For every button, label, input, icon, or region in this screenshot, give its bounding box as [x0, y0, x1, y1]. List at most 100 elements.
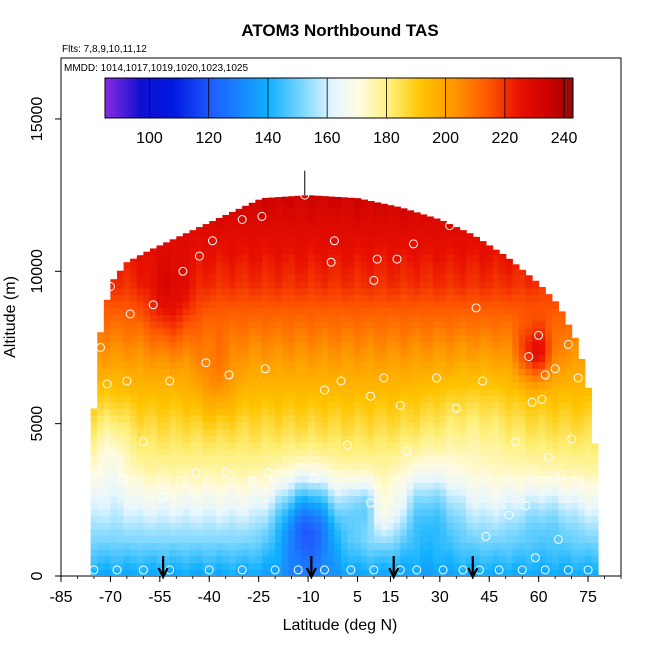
heat-cell [235, 341, 243, 349]
colorbar-segment [382, 78, 387, 118]
heat-cell [393, 314, 401, 322]
heat-cell [479, 462, 487, 470]
heat-cell [420, 287, 428, 296]
heat-cell [196, 455, 204, 463]
heat-cell [314, 240, 322, 249]
heat-cell [103, 562, 112, 570]
heat-cell [261, 197, 270, 202]
heat-cell [281, 314, 289, 322]
heat-cell [222, 381, 230, 389]
heat-cell [413, 281, 421, 289]
heat-cell [479, 495, 487, 503]
heat-cell [275, 441, 283, 450]
heat-cell [380, 535, 388, 544]
heat-cell [143, 251, 151, 255]
heat-cell [472, 274, 480, 282]
heat-cell [275, 448, 283, 456]
heat-cell [123, 522, 131, 530]
heat-cell [492, 341, 500, 349]
heat-cell [439, 555, 448, 564]
heat-cell [275, 495, 283, 503]
colorbar-segment [365, 78, 369, 118]
heat-cell [169, 475, 177, 483]
heat-cell [314, 408, 322, 416]
heat-cell [341, 207, 349, 215]
heat-cell [229, 260, 237, 269]
heat-cell [136, 274, 144, 282]
heat-cell [288, 428, 296, 436]
heat-cell [182, 482, 191, 490]
heat-cell [130, 374, 138, 383]
heat-cell [123, 495, 131, 503]
heat-cell [545, 508, 553, 517]
heat-cell [169, 482, 177, 490]
heat-cell [446, 428, 454, 436]
heat-cell [413, 388, 421, 396]
heat-cell [308, 314, 316, 322]
heat-cell [294, 468, 303, 477]
heat-cell [446, 408, 454, 416]
heat-cell [571, 428, 579, 436]
heat-cell [518, 455, 527, 463]
heat-cell [143, 562, 151, 570]
heat-cell [308, 307, 316, 316]
heat-cell [433, 267, 441, 275]
heat-cell [268, 374, 276, 383]
heat-cell [492, 260, 500, 269]
heat-cell [341, 267, 349, 275]
heat-cell [446, 455, 454, 463]
heat-cell [499, 569, 507, 576]
heat-cell [545, 502, 553, 510]
heat-cell [453, 314, 461, 322]
heat-cell [413, 468, 421, 477]
heat-cell [255, 488, 263, 497]
heat-cell [367, 267, 375, 275]
heat-cell [169, 327, 177, 336]
heat-cell [551, 448, 560, 456]
heat-cell [466, 522, 474, 530]
heat-cell [545, 535, 553, 544]
heat-cell [558, 515, 566, 523]
colorbar-segment [198, 78, 203, 118]
heat-cell [229, 274, 237, 282]
heat-cell [314, 482, 322, 490]
heat-cell [281, 227, 289, 235]
heat-cell [314, 281, 322, 289]
heat-cell [110, 388, 118, 396]
heat-cell [518, 522, 527, 530]
heat-cell [518, 468, 527, 477]
heat-cell [275, 354, 283, 363]
heat-cell [380, 368, 388, 376]
flight-point [89, 565, 99, 575]
heat-cell [103, 334, 112, 342]
heat-cell [163, 488, 171, 497]
heat-cell [103, 408, 112, 416]
heat-cell [321, 354, 329, 363]
heat-cell [156, 462, 164, 470]
heat-cell [248, 569, 256, 576]
heat-cell [156, 321, 164, 329]
heat-cell [163, 254, 171, 262]
heat-cell [248, 341, 256, 349]
heat-cell [314, 247, 322, 255]
heat-cell [281, 321, 289, 329]
heat-cell [433, 327, 441, 336]
heat-cell [169, 395, 177, 403]
heat-cell [196, 240, 204, 249]
heat-cell [229, 462, 237, 470]
heat-cell [525, 368, 533, 376]
heat-cell [538, 294, 546, 302]
heat-cell [103, 435, 112, 443]
colorbar-segment [233, 78, 238, 118]
heat-cell [446, 247, 454, 255]
colorbar-segment [561, 78, 565, 118]
colorbar-segment [227, 78, 232, 118]
y-tick-label: 5000 [29, 406, 46, 442]
heat-cell [110, 301, 118, 309]
heat-cell [156, 327, 164, 336]
heat-cell [149, 341, 158, 349]
heat-cell [571, 529, 579, 537]
heat-cell [235, 287, 243, 296]
heat-cell [558, 401, 566, 410]
